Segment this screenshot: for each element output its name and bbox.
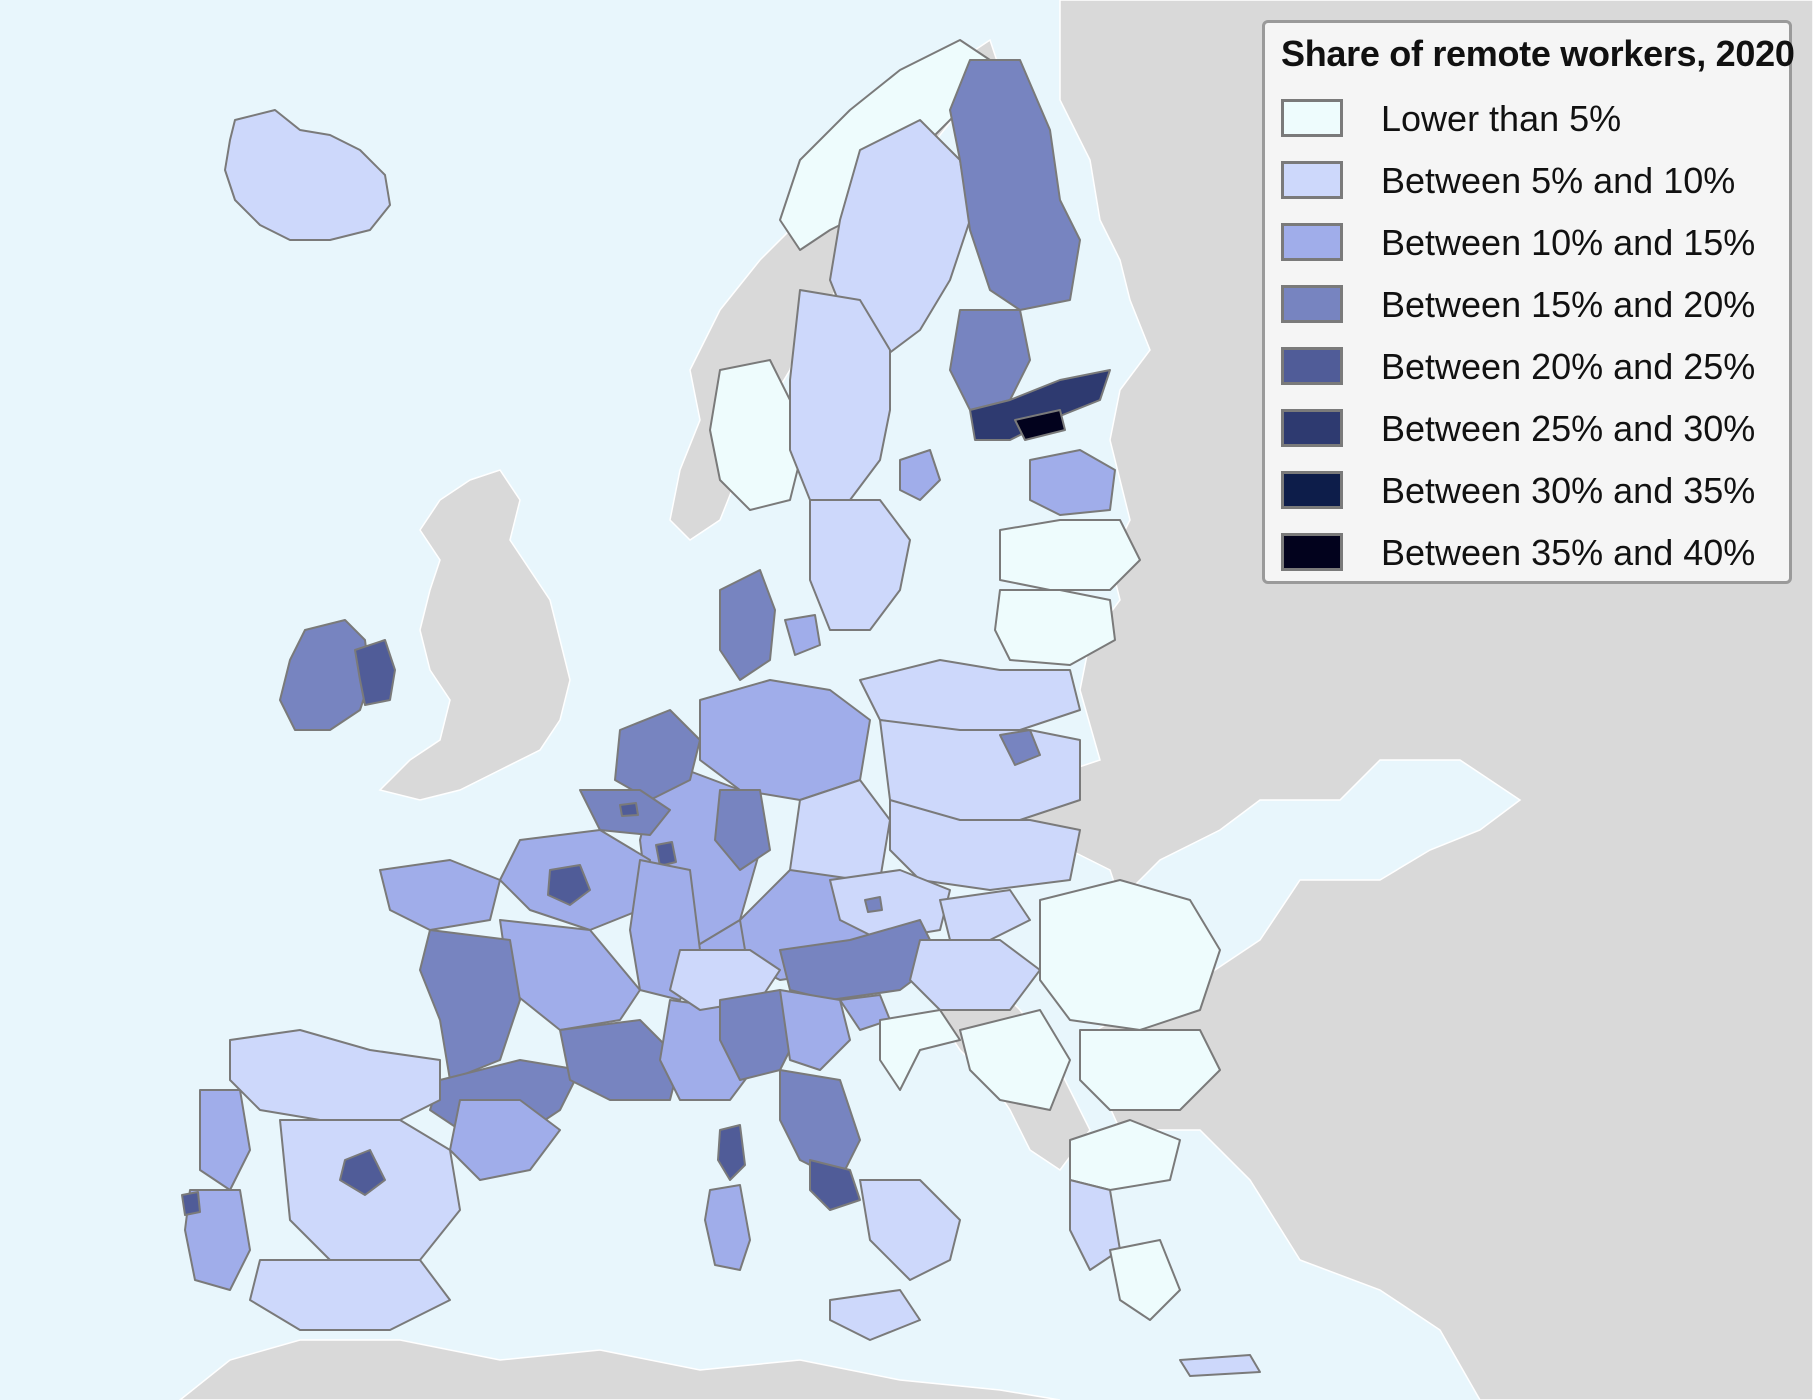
legend-label: Between 35% and 40% bbox=[1381, 532, 1756, 573]
legend-swatch bbox=[1281, 471, 1343, 509]
legend-title: Share of remote workers, 2020 bbox=[1281, 33, 1795, 74]
legend-item: Between 15% and 20% bbox=[1281, 285, 1781, 325]
legend-item: Between 5% and 10% bbox=[1281, 161, 1781, 201]
region-france-centre bbox=[499, 919, 641, 1031]
region-lisbon bbox=[181, 1191, 201, 1216]
region-ireland-east bbox=[354, 639, 396, 706]
region-serbia bbox=[959, 1009, 1071, 1111]
legend-label: Between 30% and 35% bbox=[1381, 470, 1756, 511]
region-greece-south bbox=[1109, 1239, 1181, 1321]
region-bulgaria bbox=[1079, 1029, 1221, 1111]
region-france-south-centre bbox=[559, 1019, 681, 1101]
region-norway-south bbox=[709, 359, 801, 511]
region-iceland bbox=[224, 109, 391, 241]
region-warsaw bbox=[999, 729, 1041, 766]
region-sweden-mid bbox=[789, 289, 891, 501]
legend-swatch bbox=[1281, 409, 1343, 447]
legend-item: Between 10% and 15% bbox=[1281, 223, 1781, 263]
region-madrid bbox=[339, 1149, 386, 1196]
legend-label: Between 20% and 25% bbox=[1381, 346, 1756, 387]
region-helsinki bbox=[1014, 409, 1066, 441]
region-finland-north bbox=[949, 59, 1081, 311]
region-portugal-north bbox=[199, 1089, 251, 1191]
region-denmark bbox=[719, 569, 776, 681]
legend-label: Between 25% and 30% bbox=[1381, 408, 1756, 449]
legend-swatch bbox=[1281, 99, 1343, 137]
region-ireland-west bbox=[279, 619, 371, 731]
legend-swatch bbox=[1281, 285, 1343, 323]
region-luxembourg bbox=[655, 841, 677, 867]
eu-regions bbox=[181, 40, 1261, 1377]
region-italy-north-east bbox=[779, 989, 851, 1071]
region-crete bbox=[1179, 1354, 1261, 1377]
region-sicily bbox=[829, 1289, 921, 1341]
region-lazio bbox=[809, 1159, 861, 1211]
region-italy-south bbox=[859, 1179, 961, 1281]
region-poland-north bbox=[859, 659, 1081, 731]
region-sardinia bbox=[704, 1184, 751, 1271]
region-brittany bbox=[379, 859, 501, 931]
region-hungary bbox=[909, 939, 1041, 1011]
region-romania bbox=[1039, 879, 1221, 1031]
uk-land bbox=[378, 469, 571, 801]
north-africa-land bbox=[178, 1339, 1061, 1400]
legend-swatch bbox=[1281, 533, 1343, 571]
legend: Share of remote workers, 2020 Lower than… bbox=[1262, 20, 1795, 584]
region-poland-south bbox=[889, 799, 1081, 891]
region-netherlands bbox=[614, 709, 701, 801]
region-france-west bbox=[419, 929, 521, 1081]
region-paris bbox=[547, 864, 591, 906]
region-zealand bbox=[784, 614, 821, 656]
region-spain-south bbox=[249, 1259, 451, 1331]
legend-label: Between 15% and 20% bbox=[1381, 284, 1756, 325]
legend-swatch bbox=[1281, 161, 1343, 199]
region-latvia bbox=[999, 519, 1141, 591]
region-corsica bbox=[717, 1124, 746, 1181]
legend-item: Between 30% and 35% bbox=[1281, 471, 1781, 511]
legend-item: Lower than 5% bbox=[1281, 99, 1781, 139]
legend-label: Between 10% and 15% bbox=[1381, 222, 1756, 263]
region-finland-south bbox=[969, 369, 1111, 441]
region-greece-west bbox=[1069, 1179, 1121, 1271]
region-slovakia bbox=[939, 889, 1031, 941]
region-brussels bbox=[619, 802, 639, 817]
region-spain-north bbox=[229, 1029, 441, 1121]
region-sweden-south bbox=[809, 499, 911, 631]
legend-label: Between 5% and 10% bbox=[1381, 160, 1736, 201]
legend-item: Between 25% and 30% bbox=[1281, 409, 1781, 449]
region-portugal-south bbox=[184, 1189, 251, 1291]
region-sweden-north bbox=[829, 119, 971, 361]
region-prague bbox=[864, 896, 883, 913]
region-germany-hessen bbox=[714, 789, 771, 871]
legend-label: Lower than 5% bbox=[1381, 98, 1622, 139]
region-lithuania bbox=[994, 589, 1116, 666]
region-croatia bbox=[879, 1009, 961, 1091]
legend-swatch bbox=[1281, 347, 1343, 385]
region-finland-west bbox=[949, 309, 1031, 411]
region-estonia bbox=[1029, 449, 1116, 516]
legend-item: Between 20% and 25% bbox=[1281, 347, 1781, 387]
legend-swatch bbox=[1281, 223, 1343, 261]
region-germany-north bbox=[699, 679, 871, 801]
legend-item: Between 35% and 40% bbox=[1281, 533, 1781, 573]
region-stockholm bbox=[899, 449, 941, 501]
